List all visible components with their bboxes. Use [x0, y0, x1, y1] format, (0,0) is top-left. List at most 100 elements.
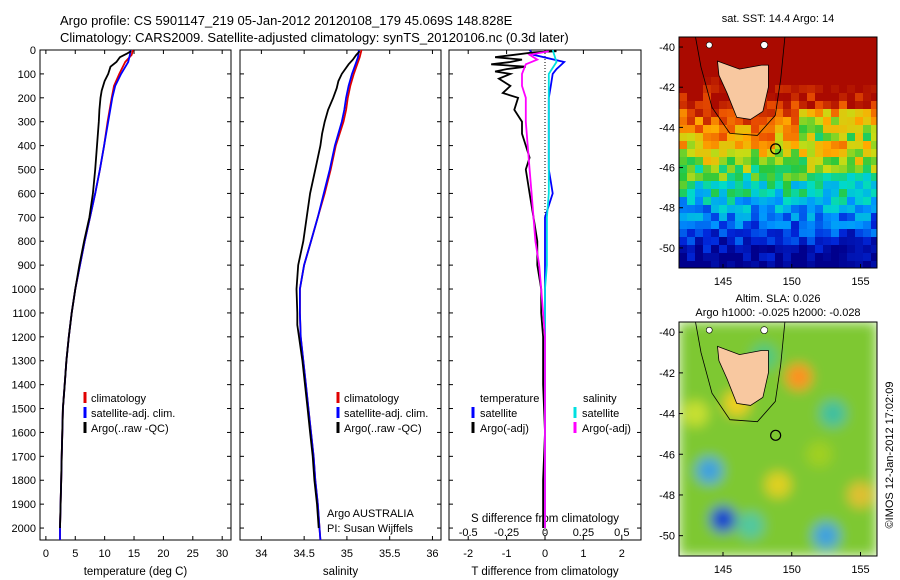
sst-cell [727, 149, 736, 158]
sst-cell [703, 157, 712, 166]
sst-cell [703, 53, 712, 62]
sst-cell [767, 101, 776, 110]
sst-cell [831, 173, 840, 182]
sst-cell [831, 181, 840, 190]
sst-cell [775, 117, 784, 126]
sst-cell [751, 53, 760, 62]
legend-label: satellite [582, 408, 619, 420]
sst-cell [687, 245, 696, 254]
sst-cell [687, 61, 696, 70]
sst-cell [727, 197, 736, 206]
sst-cell [831, 221, 840, 230]
sst-cell [823, 189, 832, 198]
sst-cell [695, 253, 704, 262]
y-tick-label: 1000 [12, 284, 36, 296]
sst-cell [759, 181, 768, 190]
sst-cell [759, 173, 768, 182]
sst-cell [695, 181, 704, 190]
sst-cell [703, 181, 712, 190]
sst-cell [871, 101, 877, 110]
sst-cell [727, 61, 736, 70]
sst-cell [711, 253, 720, 262]
sst-cell [743, 253, 752, 262]
sst-cell [863, 61, 872, 70]
y-tick-label: 1800 [12, 475, 36, 487]
sst-cell [791, 77, 800, 86]
sla-map-title: Altim. SLA: 0.026 [736, 293, 821, 305]
sst-cell [767, 53, 776, 62]
sst-cell [791, 93, 800, 102]
argo-float-marker [770, 429, 782, 441]
sst-cell [855, 109, 864, 118]
sst-cell [783, 93, 792, 102]
sst-cell [767, 109, 776, 118]
sst-cell [767, 173, 776, 182]
sst-cell [727, 101, 736, 110]
sst-cell [719, 37, 728, 46]
sst-cell [783, 197, 792, 206]
sst-cell [807, 173, 816, 182]
sst-cell [807, 197, 816, 206]
sst-cell [775, 181, 784, 190]
sst-cell [863, 221, 872, 230]
sst-cell [759, 221, 768, 230]
sst-cell [855, 101, 864, 110]
sst-cell [839, 101, 848, 110]
legend-label: satellite-adj. clim. [91, 408, 175, 420]
sst-cell [783, 173, 792, 182]
sst-cell [751, 221, 760, 230]
sst-cell [703, 141, 712, 150]
sst-cell [815, 117, 824, 126]
sst-cell [871, 221, 877, 230]
sst-cell [719, 189, 728, 198]
sst-cell [783, 141, 792, 150]
sst-cell [711, 85, 720, 94]
sst-cell [863, 157, 872, 166]
sst-cell [871, 245, 877, 254]
sst-cell [743, 261, 752, 268]
sst-cell [839, 197, 848, 206]
sst-cell [695, 45, 704, 54]
legend-title-temperature: temperature [480, 393, 539, 405]
sst-cell [791, 125, 800, 134]
map-x-tick-label: 150 [783, 276, 801, 288]
sst-cell [751, 181, 760, 190]
sst-cell [679, 37, 688, 46]
sla-anomaly [820, 400, 846, 427]
sst-cell [687, 253, 696, 262]
sst-cell [831, 85, 840, 94]
sst-cell [855, 229, 864, 238]
sst-cell [839, 173, 848, 182]
x-tick-label: 20 [157, 548, 169, 560]
sst-cell [719, 213, 728, 222]
sst-cell [775, 253, 784, 262]
sst-cell [807, 45, 816, 54]
sst-cell [847, 237, 856, 246]
sst-cell [871, 37, 877, 46]
sst-cell [767, 77, 776, 86]
sst-cell [751, 237, 760, 246]
sst-cell [783, 245, 792, 254]
x2-tick-label: -0.5 [459, 527, 478, 539]
sst-cell [679, 85, 688, 94]
sst-cell [831, 141, 840, 150]
sla-field [679, 322, 877, 556]
sst-cell [791, 117, 800, 126]
sst-cell [791, 221, 800, 230]
sst-cell [823, 101, 832, 110]
sst-cell [751, 45, 760, 54]
sst-cell [799, 229, 808, 238]
sst-cell [783, 61, 792, 70]
sst-cell [759, 157, 768, 166]
y-tick-label: 1400 [12, 380, 36, 392]
sst-cell [871, 141, 877, 150]
sst-cell [679, 221, 688, 230]
map-y-tick-label: -40 [659, 42, 675, 54]
x-axis-label: T difference from climatology [471, 566, 618, 578]
sst-cell [823, 125, 832, 134]
sst-cell [799, 141, 808, 150]
sst-cell [815, 37, 824, 46]
x-tick-label: 34 [255, 548, 267, 560]
sst-cell [855, 189, 864, 198]
sst-cell [743, 149, 752, 158]
